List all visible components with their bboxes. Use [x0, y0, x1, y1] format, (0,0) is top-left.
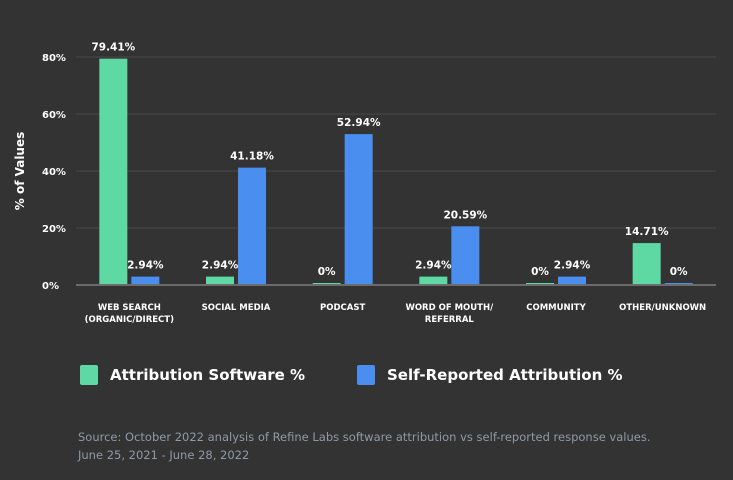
data-label: 2.94%	[554, 260, 591, 272]
y-tick-label: 40%	[42, 167, 66, 178]
legend-swatch-blue	[357, 365, 375, 385]
legend-label: Attribution Software %	[110, 366, 306, 384]
y-tick-label: 60%	[42, 110, 66, 121]
legend-label: Self-Reported Attribution %	[387, 366, 623, 384]
x-tick-label: SOCIAL MEDIA	[202, 303, 271, 313]
bar	[419, 276, 448, 285]
x-tick-label: PODCAST	[320, 303, 365, 313]
bar	[238, 167, 266, 285]
data-label: 41.18%	[230, 151, 274, 163]
data-label: 2.94%	[202, 260, 239, 272]
bar	[99, 58, 128, 285]
data-label: 0%	[670, 266, 688, 278]
legend-item-self-reported: Self-Reported Attribution %	[357, 365, 623, 385]
bar	[451, 226, 480, 285]
legend: Attribution Software % Self-Reported Att…	[80, 365, 700, 389]
data-label: 20.59%	[443, 209, 487, 221]
bar	[632, 243, 661, 285]
source-line-2: June 25, 2021 - June 28, 2022	[78, 448, 250, 462]
legend-swatch-green	[80, 365, 98, 385]
x-tick-label: WEB SEARCH	[98, 303, 161, 313]
data-label: 0%	[318, 266, 336, 278]
source-note: Source: October 2022 analysis of Refine …	[78, 428, 718, 464]
x-tick-label: (ORGANIC/DIRECT)	[85, 315, 174, 325]
bar	[344, 134, 373, 285]
data-label: 79.41%	[91, 42, 135, 54]
y-axis-title: % of Values	[13, 132, 27, 211]
chart-canvas: 0% 20% 40% 60% 80% % of Values 79.41% 2.94% WEB …	[13, 42, 716, 325]
data-label: 0%	[531, 266, 549, 278]
y-tick-label: 80%	[42, 53, 66, 64]
legend-item-attribution-software: Attribution Software %	[80, 365, 305, 385]
y-tick-label: 20%	[42, 224, 66, 235]
bar	[558, 276, 586, 285]
x-tick-label: OTHER/UNKNOWN	[619, 303, 706, 313]
x-tick-label: REFERRAL	[425, 315, 475, 325]
data-label: 14.71%	[625, 226, 669, 238]
x-tick-label: COMMUNITY	[526, 303, 586, 313]
data-label: 2.94%	[127, 260, 164, 272]
data-label: 2.94%	[415, 260, 452, 272]
bar	[206, 276, 234, 285]
bar	[131, 276, 160, 285]
y-tick-label: 0%	[42, 281, 59, 292]
data-label: 52.94%	[337, 117, 381, 129]
source-line-1: Source: October 2022 analysis of Refine …	[78, 430, 651, 444]
x-tick-label: WORD OF MOUTH/	[405, 303, 494, 313]
